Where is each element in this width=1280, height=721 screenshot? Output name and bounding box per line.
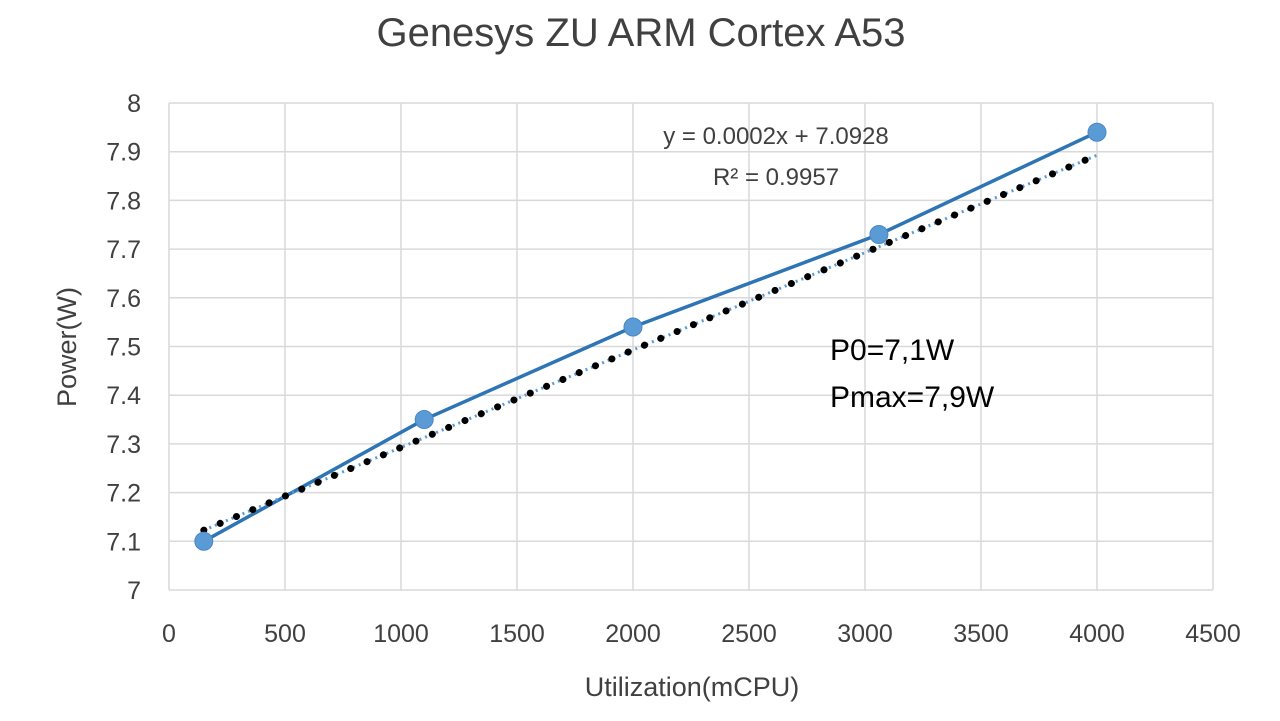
y-tick-label: 8: [127, 90, 141, 118]
data-point: [414, 410, 434, 430]
x-tick-label: 1500: [489, 620, 545, 648]
y-tick-labels: 7 7.1 7.2 7.3 7.4 7.5 7.6 7.7 7.8 7.9 8: [106, 90, 141, 605]
data-point: [1087, 122, 1107, 142]
y-tick-label: 7: [127, 577, 141, 605]
data-markers: [194, 122, 1107, 551]
y-tick-label: 7.3: [106, 431, 141, 459]
y-tick-label: 7.7: [106, 236, 141, 264]
y-tick-label: 7.5: [106, 334, 141, 362]
y-tick-label: 7.1: [106, 528, 141, 556]
x-tick-label: 500: [264, 620, 306, 648]
annotation-p0: P0=7,1W: [830, 334, 955, 367]
data-point: [623, 317, 643, 337]
data-point: [869, 224, 889, 244]
x-tick-label: 3500: [953, 620, 1009, 648]
series-line: [202, 130, 1098, 543]
x-tick-label: 4000: [1069, 620, 1125, 648]
x-tick-labels: 0 500 1000 1500 2000 2500 3000 3500 4000 4500: [162, 620, 1241, 648]
y-tick-label: 7.8: [106, 187, 141, 215]
trendline: [200, 151, 1101, 534]
trendline-dots: [200, 151, 1101, 534]
data-point: [194, 531, 214, 551]
data-series: [202, 130, 1098, 543]
x-tick-label: 4500: [1185, 620, 1241, 648]
x-tick-label: 1000: [373, 620, 429, 648]
x-tick-label: 2500: [721, 620, 777, 648]
trendline-r-squared: R² = 0.9957: [713, 164, 839, 191]
x-tick-label: 3000: [837, 620, 893, 648]
y-tick-label: 7.2: [106, 480, 141, 508]
annotation-pmax: Pmax=7,9W: [830, 381, 995, 414]
x-tick-label: 0: [162, 620, 176, 648]
gridlines: [168, 102, 1214, 591]
x-axis-label: Utilization(mCPU): [585, 672, 800, 702]
y-tick-label: 7.6: [106, 285, 141, 313]
y-tick-label: 7.9: [106, 139, 141, 167]
x-tick-label: 2000: [605, 620, 661, 648]
chart-title: Genesys ZU ARM Cortex A53: [376, 11, 905, 55]
y-axis-label: Power(W): [52, 287, 82, 407]
y-tick-label: 7.4: [106, 382, 141, 410]
trendline-equation: y = 0.0002x + 7.0928: [663, 123, 889, 150]
